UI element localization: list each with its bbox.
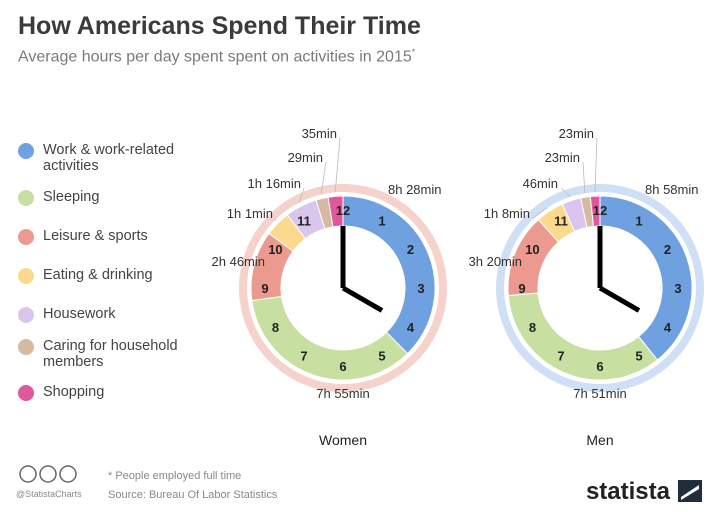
clock-number: 8: [529, 320, 536, 335]
clock-number: 3: [674, 281, 681, 296]
value-label: 8h 58min: [645, 182, 698, 197]
clock-number: 11: [554, 213, 568, 228]
legend-label: Caring for household members: [43, 338, 178, 370]
note: * People employed full time: [108, 470, 242, 482]
clock-number: 9: [518, 281, 525, 296]
clock-number: 7: [557, 349, 564, 364]
clock-number: 4: [407, 320, 415, 335]
legend-entry: Work & work-related activities: [18, 142, 193, 174]
clock-number: 5: [378, 349, 385, 364]
value-label: 23min: [545, 150, 580, 165]
clock-number: 12: [593, 203, 607, 218]
subtitle: Average hours per day spent spent on act…: [18, 47, 415, 66]
leader-line: [320, 161, 327, 195]
legend-label: Eating & drinking: [43, 267, 153, 283]
legend-entry: Caring for household members: [18, 338, 193, 370]
legend-entry: Eating & drinking: [18, 267, 193, 284]
clock-number: 6: [339, 359, 346, 374]
value-label: 29min: [288, 150, 323, 165]
license-icons: [19, 465, 77, 483]
legend-swatch: [18, 307, 34, 323]
clock-number: 3: [417, 281, 424, 296]
legend-swatch: [18, 190, 34, 206]
leader-line: [582, 161, 586, 194]
value-label: 1h 1min: [227, 206, 273, 221]
clock-number: 8: [272, 320, 279, 335]
clock-number: 7: [300, 349, 307, 364]
value-label: 7h 55min: [316, 386, 369, 401]
outer-ring: [496, 184, 704, 392]
clock-number: 6: [596, 359, 603, 374]
clock-number: 9: [261, 281, 268, 296]
slice: [251, 295, 409, 381]
clock-number: 5: [635, 349, 642, 364]
clock-number: 2: [407, 242, 414, 257]
clock-number: 11: [297, 213, 311, 228]
hour-hand: [598, 285, 641, 313]
title: How Americans Spend Their Time: [18, 12, 421, 40]
leader-line: [560, 187, 571, 198]
slice: [342, 195, 436, 355]
legend-entry: Leisure & sports: [18, 228, 193, 245]
clock-number: 12: [336, 203, 350, 218]
legend-swatch: [18, 385, 34, 401]
chart-title: Women: [319, 432, 367, 448]
legend-swatch: [18, 143, 34, 159]
legend-swatch: [18, 339, 34, 355]
legend-entry: Shopping: [18, 384, 193, 401]
legend-label: Leisure & sports: [43, 228, 148, 244]
legend-label: Shopping: [43, 384, 105, 400]
value-label: 3h 20min: [469, 254, 522, 269]
clock-number: 10: [525, 242, 539, 257]
legend-swatch: [18, 268, 34, 284]
handle: @StatistaCharts: [16, 489, 82, 499]
leader-line: [274, 217, 277, 221]
clock-number: 10: [268, 242, 282, 257]
leader-line: [334, 137, 341, 193]
value-label: 1h 16min: [248, 176, 301, 191]
value-label: 1h 8min: [484, 206, 530, 221]
value-label: 23min: [559, 126, 594, 141]
chart-title: Men: [586, 432, 613, 448]
subtitle-mark: *: [411, 47, 416, 57]
hour-hand: [341, 285, 384, 313]
clock-number: 4: [664, 320, 672, 335]
clock-number: 2: [664, 242, 671, 257]
source: Source: Bureau Of Labor Statistics: [108, 489, 278, 501]
value-label: 8h 28min: [388, 182, 441, 197]
value-label: 2h 46min: [212, 254, 265, 269]
legend-entry: Sleeping: [18, 189, 193, 206]
leader-line: [594, 137, 598, 193]
leader-line: [298, 187, 305, 203]
legend-label: Work & work-related activities: [43, 142, 175, 174]
outer-ring: [239, 184, 447, 392]
legend-entry: Housework: [18, 306, 193, 323]
brand: statista: [585, 478, 670, 505]
legend-label: Sleeping: [43, 189, 100, 205]
brand-icon: [678, 480, 702, 502]
subtitle-text: Average hours per day spent spent on act…: [18, 48, 412, 66]
legend-label: Housework: [43, 306, 116, 322]
clock-number: 1: [378, 213, 385, 228]
value-label: 46min: [523, 176, 558, 191]
value-label: 35min: [302, 126, 337, 141]
leader-line: [532, 207, 548, 219]
legend-swatch: [18, 229, 34, 245]
clock-number: 1: [635, 213, 642, 228]
value-label: 7h 51min: [573, 386, 626, 401]
slice: [599, 195, 693, 361]
